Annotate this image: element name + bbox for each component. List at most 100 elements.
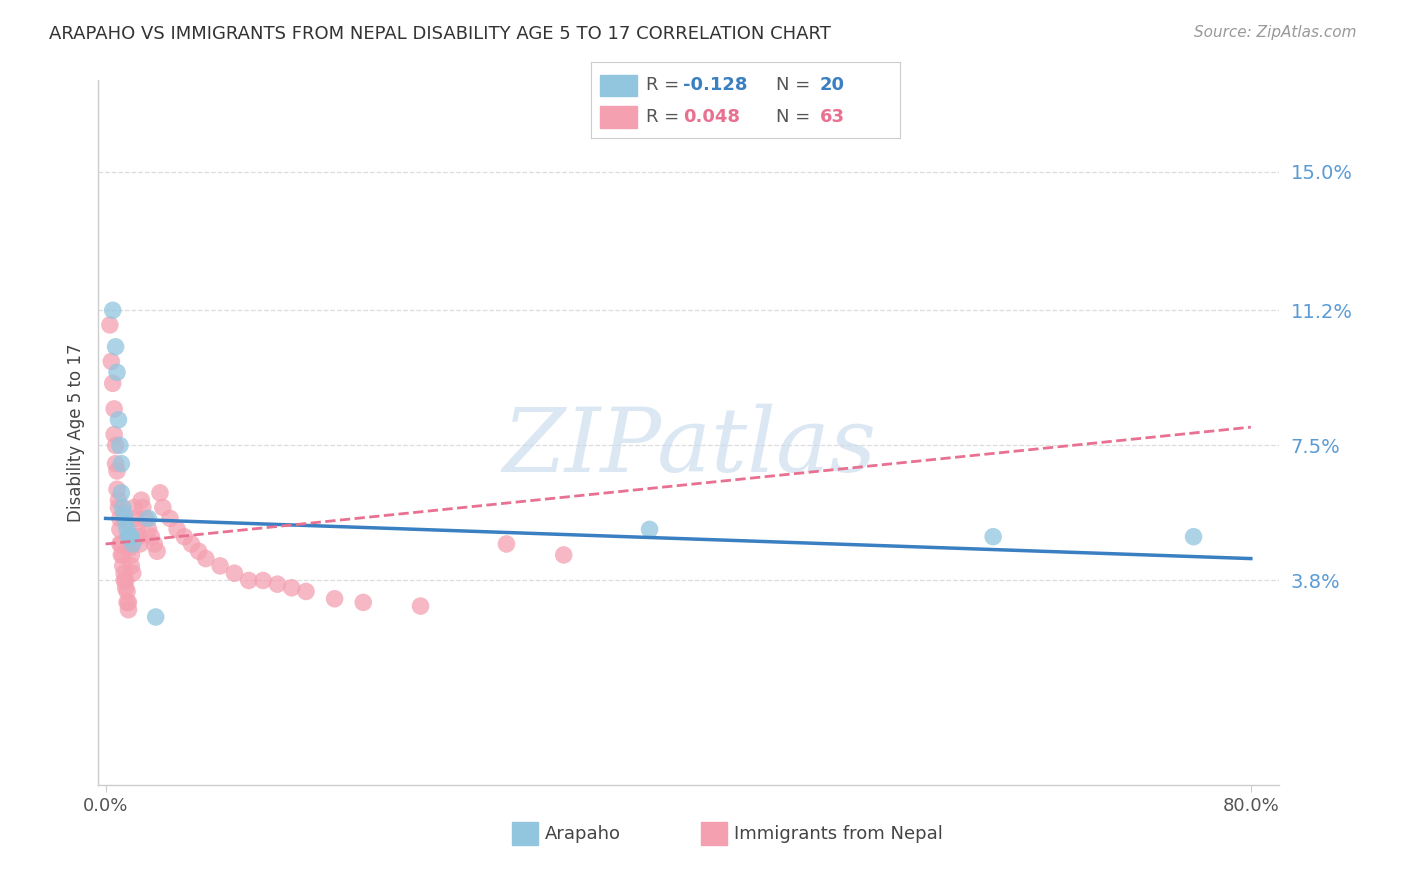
Point	[108, 438, 131, 452]
Point	[149, 486, 172, 500]
Point	[129, 537, 152, 551]
Point	[141, 530, 163, 544]
Text: 63: 63	[820, 108, 845, 126]
Point	[112, 574, 135, 588]
Bar	[700, 822, 727, 845]
Point	[166, 522, 188, 536]
Point	[352, 595, 374, 609]
Point	[409, 599, 432, 613]
Point	[1182, 530, 1205, 544]
Point	[112, 566, 135, 581]
Point	[108, 511, 131, 525]
Point	[146, 544, 169, 558]
Y-axis label: Disability Age 5 to 17: Disability Age 5 to 17	[66, 343, 84, 522]
Point	[152, 500, 174, 515]
Point	[105, 464, 128, 478]
Point	[125, 522, 148, 536]
Point	[104, 340, 127, 354]
Point	[103, 401, 125, 416]
Text: Arapaho: Arapaho	[546, 824, 621, 843]
Point	[105, 365, 128, 379]
Point	[103, 427, 125, 442]
Point	[145, 610, 167, 624]
Point	[118, 530, 141, 544]
Point	[128, 530, 150, 544]
Text: ARAPAHO VS IMMIGRANTS FROM NEPAL DISABILITY AGE 5 TO 17 CORRELATION CHART: ARAPAHO VS IMMIGRANTS FROM NEPAL DISABIL…	[49, 25, 831, 43]
Point	[101, 303, 124, 318]
Point	[104, 438, 127, 452]
Point	[194, 551, 217, 566]
Point	[108, 537, 131, 551]
Point	[111, 548, 134, 562]
Point	[131, 493, 153, 508]
Text: 0.048: 0.048	[683, 108, 741, 126]
Point	[122, 500, 145, 515]
Point	[114, 515, 136, 529]
Point	[115, 584, 138, 599]
Point	[114, 574, 136, 588]
Point	[115, 522, 138, 536]
Point	[118, 530, 141, 544]
Text: Immigrants from Nepal: Immigrants from Nepal	[734, 824, 942, 843]
Text: N =: N =	[776, 108, 815, 126]
Point	[323, 591, 346, 606]
Point	[120, 548, 142, 562]
Point	[638, 522, 661, 536]
Point	[101, 376, 124, 391]
Point	[143, 537, 166, 551]
Point	[115, 595, 138, 609]
Point	[107, 493, 129, 508]
Point	[224, 566, 246, 581]
Text: R =: R =	[647, 76, 685, 95]
Point	[252, 574, 274, 588]
Point	[280, 581, 302, 595]
Point	[180, 537, 202, 551]
Point	[107, 413, 129, 427]
Point	[118, 541, 141, 555]
Point	[553, 548, 575, 562]
Point	[159, 511, 181, 525]
Point	[107, 500, 129, 515]
Point	[111, 500, 134, 515]
Point	[238, 574, 260, 588]
Point	[111, 558, 134, 573]
Point	[495, 537, 517, 551]
Point	[138, 511, 160, 525]
Point	[138, 522, 160, 536]
Text: ZIPatlas: ZIPatlas	[502, 403, 876, 490]
Text: 20: 20	[820, 76, 845, 95]
Point	[120, 530, 142, 544]
Point	[110, 457, 132, 471]
Text: -0.128: -0.128	[683, 76, 748, 95]
Point	[117, 595, 139, 609]
Point	[108, 522, 131, 536]
Point	[104, 457, 127, 471]
Point	[100, 354, 122, 368]
Point	[266, 577, 288, 591]
Point	[132, 500, 155, 515]
Point	[117, 603, 139, 617]
Point	[187, 544, 209, 558]
Point	[173, 530, 195, 544]
Point	[209, 558, 232, 573]
Point	[121, 566, 143, 581]
Point	[114, 581, 136, 595]
Point	[110, 537, 132, 551]
Point	[121, 537, 143, 551]
Point	[124, 511, 146, 525]
Bar	[600, 75, 637, 95]
Point	[120, 558, 142, 573]
Point	[117, 530, 139, 544]
Bar	[512, 822, 537, 845]
Text: N =: N =	[776, 76, 815, 95]
Point	[981, 530, 1004, 544]
Point	[112, 508, 135, 522]
Point	[295, 584, 318, 599]
Point	[135, 511, 157, 525]
Text: Source: ZipAtlas.com: Source: ZipAtlas.com	[1194, 25, 1357, 40]
Text: R =: R =	[647, 108, 685, 126]
Point	[98, 318, 121, 332]
Bar	[600, 106, 637, 128]
Point	[110, 486, 132, 500]
Point	[110, 548, 132, 562]
